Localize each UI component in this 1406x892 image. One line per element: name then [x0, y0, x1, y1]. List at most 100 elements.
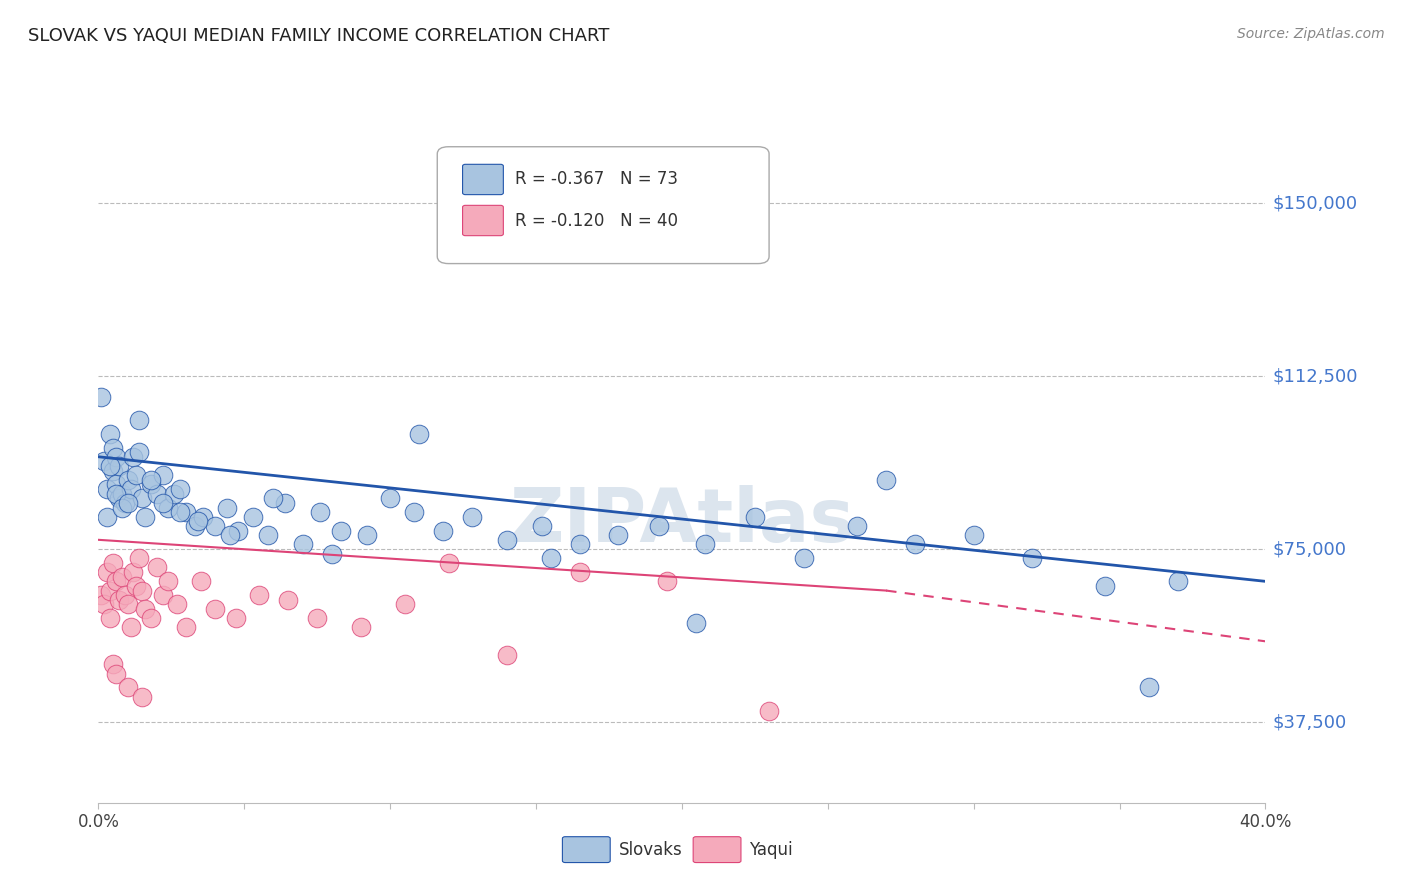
Text: R = -0.367   N = 73: R = -0.367 N = 73 [515, 170, 678, 188]
Point [174, 620, 197, 634]
Point [120, 482, 142, 496]
Point [225, 611, 247, 625]
Text: Yaqui: Yaqui [749, 840, 793, 859]
Point [793, 551, 815, 566]
Point [247, 588, 270, 602]
Point [274, 496, 297, 510]
Point [163, 486, 186, 500]
Point [111, 500, 134, 515]
Point [139, 473, 162, 487]
Point [122, 450, 145, 464]
Point [166, 598, 188, 612]
Point [108, 592, 131, 607]
Point [568, 565, 591, 579]
Point [157, 574, 180, 589]
Point [657, 574, 679, 589]
Point [228, 524, 250, 538]
Point [242, 509, 264, 524]
Point [104, 486, 127, 500]
Text: Source: ZipAtlas.com: Source: ZipAtlas.com [1237, 27, 1385, 41]
Text: R = -0.120   N = 40: R = -0.120 N = 40 [515, 211, 678, 229]
Text: $37,500: $37,500 [1272, 713, 1347, 731]
Point [256, 528, 278, 542]
Point [875, 473, 897, 487]
Point [758, 704, 780, 718]
Point [108, 491, 131, 506]
Point [128, 445, 150, 459]
Point [96, 565, 118, 579]
Point [117, 598, 139, 612]
Point [568, 537, 591, 551]
Point [152, 468, 174, 483]
Point [90, 588, 112, 602]
Point [104, 450, 127, 464]
Point [104, 574, 127, 589]
Text: Slovaks: Slovaks [619, 840, 682, 859]
Point [96, 482, 118, 496]
Point [139, 611, 162, 625]
Point [845, 519, 868, 533]
Point [93, 454, 115, 468]
Point [291, 537, 314, 551]
Point [402, 505, 425, 519]
Point [120, 620, 142, 634]
Point [218, 528, 240, 542]
Point [356, 528, 378, 542]
Point [117, 496, 139, 510]
Point [125, 468, 148, 483]
Point [101, 657, 124, 672]
Point [183, 519, 205, 533]
Point [1167, 574, 1189, 589]
Point [128, 413, 150, 427]
Point [277, 592, 299, 607]
Point [93, 598, 115, 612]
Point [128, 551, 150, 566]
Point [111, 486, 134, 500]
Point [101, 556, 124, 570]
Point [1094, 579, 1116, 593]
Point [131, 690, 153, 704]
Point [117, 473, 139, 487]
Point [321, 547, 343, 561]
Point [125, 579, 148, 593]
Point [98, 611, 121, 625]
Point [495, 533, 517, 547]
Point [193, 509, 215, 524]
Text: SLOVAK VS YAQUI MEDIAN FAMILY INCOME CORRELATION CHART: SLOVAK VS YAQUI MEDIAN FAMILY INCOME COR… [28, 27, 609, 45]
Point [307, 611, 329, 625]
Point [146, 560, 169, 574]
Point [131, 583, 153, 598]
Point [114, 588, 136, 602]
Point [146, 486, 169, 500]
Point [962, 528, 984, 542]
Point [117, 681, 139, 695]
Point [350, 620, 373, 634]
Point [169, 505, 191, 519]
Point [152, 588, 174, 602]
Point [329, 524, 352, 538]
Point [685, 615, 707, 630]
Point [104, 477, 127, 491]
Point [190, 574, 212, 589]
Text: ZIPAtlas: ZIPAtlas [509, 485, 855, 558]
Point [101, 464, 124, 478]
Point [204, 519, 226, 533]
Point [378, 491, 402, 506]
Point [530, 519, 553, 533]
Point [495, 648, 517, 662]
Point [394, 598, 416, 612]
Point [744, 509, 766, 524]
Point [408, 426, 430, 441]
Point [108, 458, 131, 473]
Point [114, 496, 136, 510]
Point [437, 556, 460, 570]
Point [98, 426, 121, 441]
Point [134, 602, 156, 616]
Point [90, 390, 112, 404]
Point [174, 505, 197, 519]
Point [169, 482, 191, 496]
Point [606, 528, 628, 542]
Point [695, 537, 717, 551]
Point [647, 519, 669, 533]
Point [98, 458, 121, 473]
